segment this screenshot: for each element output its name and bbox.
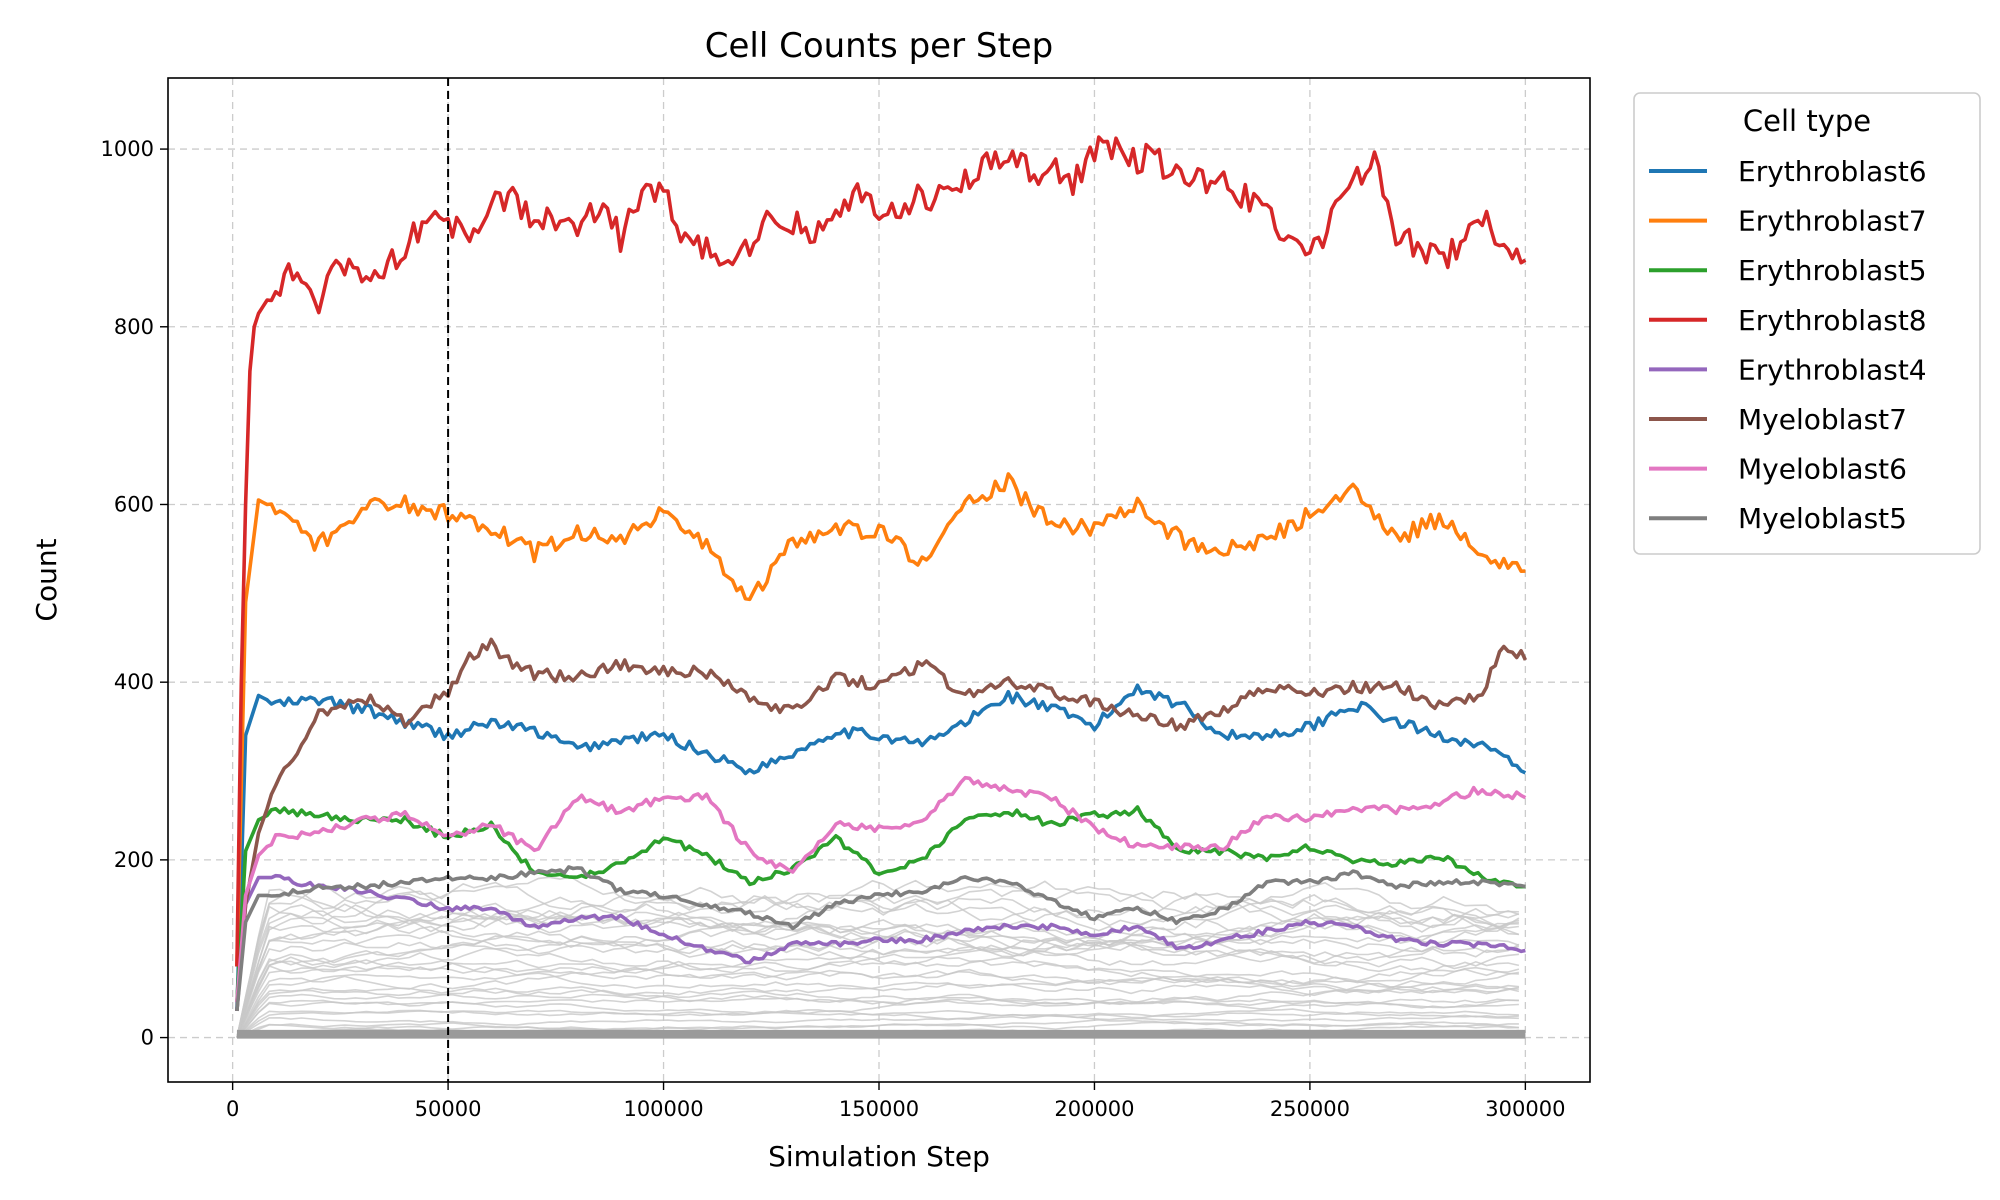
x-tick-label: 300000 bbox=[1485, 1097, 1565, 1121]
legend-label-Myeloblast5: Myeloblast5 bbox=[1738, 502, 1907, 535]
background-series-line-28 bbox=[236, 881, 1520, 1038]
y-tick-label: 600 bbox=[114, 492, 154, 516]
series-line-Erythroblast4 bbox=[235, 873, 1526, 1012]
y-tick-label: 400 bbox=[114, 670, 154, 694]
legend-label-Erythroblast6: Erythroblast6 bbox=[1738, 155, 1927, 188]
background-series-line-16 bbox=[236, 953, 1520, 1038]
y-tick-label: 1000 bbox=[101, 137, 154, 161]
legend-box bbox=[1633, 92, 1981, 555]
x-tick-label: 100000 bbox=[623, 1097, 703, 1121]
x-axis: 0 50000 100000 150000 200000 250000 300000 bbox=[226, 1082, 1565, 1121]
legend-label-Myeloblast7: Myeloblast7 bbox=[1738, 403, 1907, 436]
legend-label-Erythroblast4: Erythroblast4 bbox=[1738, 353, 1927, 386]
series-line-Erythroblast8 bbox=[235, 135, 1527, 967]
chart-title: Cell Counts per Step bbox=[705, 26, 1054, 66]
legend-label-Erythroblast5: Erythroblast5 bbox=[1738, 254, 1927, 287]
x-axis-label: Simulation Step bbox=[768, 1140, 990, 1173]
series-line-Myeloblast6 bbox=[235, 775, 1527, 1003]
background-series-line-10 bbox=[236, 982, 1519, 1039]
series-group bbox=[235, 135, 1528, 1012]
background-series-line-3 bbox=[236, 1018, 1519, 1039]
series-line-Myeloblast7 bbox=[235, 637, 1528, 1012]
background-series-line-9 bbox=[236, 990, 1519, 1039]
background-series-line-14 bbox=[236, 959, 1520, 1038]
legend-title: Cell type bbox=[1743, 104, 1871, 138]
series-line-Myeloblast5 bbox=[235, 865, 1526, 1012]
background-series-line-15 bbox=[236, 956, 1519, 1038]
background-series-line-6 bbox=[236, 1009, 1519, 1039]
series-line-Erythroblast7 bbox=[235, 472, 1526, 967]
y-tick-label: 0 bbox=[141, 1026, 154, 1050]
legend: Cell type Erythroblast6Erythroblast7Eryt… bbox=[1633, 92, 1981, 555]
background-series-line-21 bbox=[236, 919, 1519, 1038]
background-series-line-26 bbox=[236, 904, 1519, 1038]
background-series-line-18 bbox=[236, 942, 1519, 1038]
x-tick-label: 250000 bbox=[1270, 1097, 1350, 1121]
y-axis-label: Count bbox=[30, 538, 63, 621]
background-series-line-11 bbox=[236, 976, 1519, 1039]
x-tick-label: 0 bbox=[226, 1097, 239, 1121]
x-tick-label: 200000 bbox=[1054, 1097, 1134, 1121]
background-series-line-27 bbox=[236, 898, 1520, 1038]
background-series-line-31 bbox=[236, 881, 1520, 1038]
background-series-line-8 bbox=[236, 996, 1519, 1039]
y-tick-label: 800 bbox=[114, 315, 154, 339]
legend-items: Erythroblast6 Erythroblast7 Erythroblast5 E… bbox=[1649, 155, 1927, 535]
background-series-line-13 bbox=[236, 969, 1520, 1038]
series-line-Erythroblast6 bbox=[235, 683, 1527, 1011]
x-tick-label: 50000 bbox=[415, 1097, 482, 1121]
legend-label-Erythroblast7: Erythroblast7 bbox=[1738, 205, 1927, 238]
background-series-line-20 bbox=[236, 921, 1520, 1038]
background-series-group bbox=[236, 876, 1526, 1039]
y-axis: 0 200 400 600 800 1000 bbox=[101, 137, 168, 1050]
y-tick-label: 200 bbox=[114, 848, 154, 872]
legend-label-Erythroblast8: Erythroblast8 bbox=[1738, 304, 1927, 337]
legend-label-Myeloblast6: Myeloblast6 bbox=[1738, 453, 1907, 486]
background-series-line-22 bbox=[236, 917, 1519, 1038]
x-tick-label: 150000 bbox=[839, 1097, 919, 1121]
background-series-line-19 bbox=[236, 935, 1520, 1038]
background-series-line-4 bbox=[236, 1014, 1519, 1039]
background-series-line-12 bbox=[236, 972, 1520, 1039]
